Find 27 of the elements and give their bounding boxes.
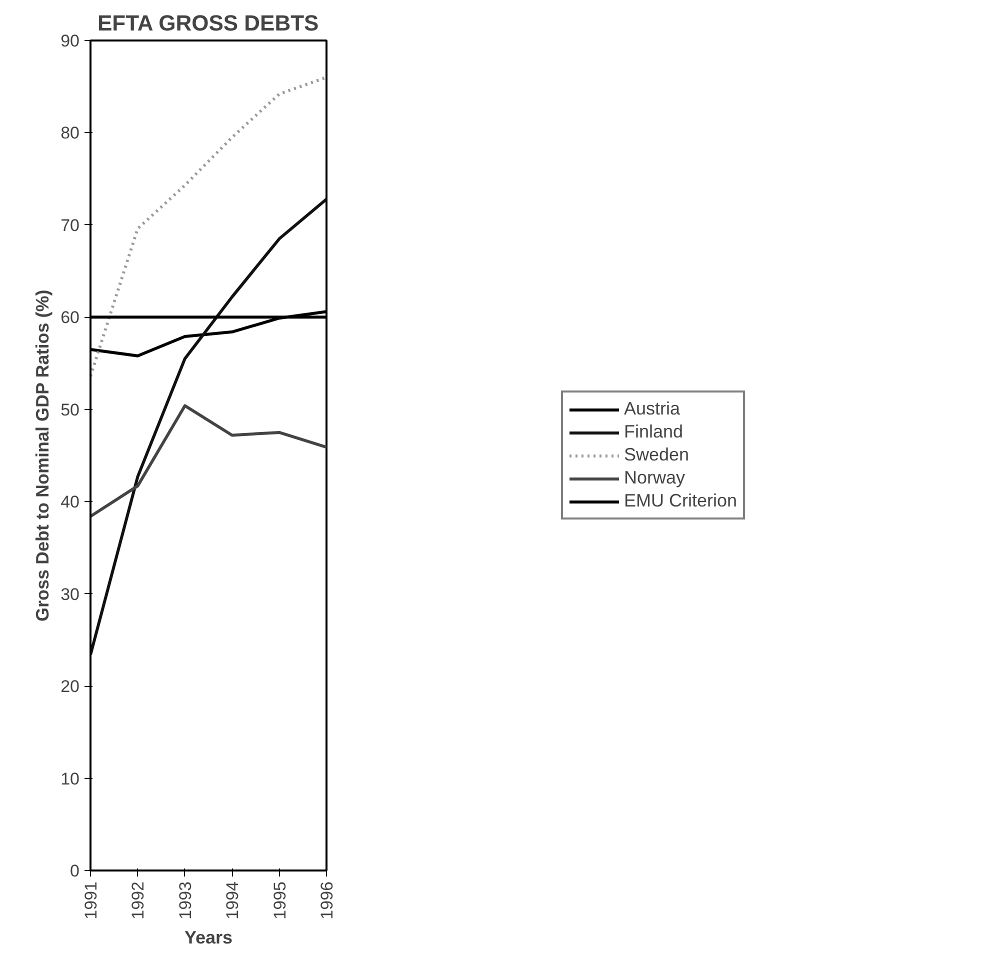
legend-label: Norway xyxy=(624,468,685,488)
legend-label: EMU Criterion xyxy=(624,490,738,512)
x-axis-title: Years xyxy=(184,927,233,948)
line-series xyxy=(90,404,326,518)
y-tick-label: 50 xyxy=(60,400,80,420)
x-tick-label: 1994 xyxy=(223,881,242,920)
y-axis-title: Gross Debt to Nominal GDP Ratios (%) xyxy=(32,290,53,622)
legend-label: Sweden xyxy=(624,444,690,466)
y-tick-label: 0 xyxy=(70,862,80,880)
line-series xyxy=(90,76,326,378)
x-tick-label: 1996 xyxy=(318,881,336,920)
legend-label: Finland xyxy=(624,422,684,442)
y-tick-label: 70 xyxy=(60,216,80,235)
y-tick-label: 30 xyxy=(60,584,80,604)
y-tick-label: 10 xyxy=(60,769,80,788)
line-series xyxy=(90,198,326,656)
y-tick-label: 20 xyxy=(60,677,80,696)
x-tick-label: 1992 xyxy=(128,881,148,920)
x-tick-label: 1995 xyxy=(270,881,290,920)
x-tick-label: 1991 xyxy=(82,881,100,920)
legend-label: Austria xyxy=(624,398,680,420)
chart-title: EFTA GROSS DEBTS xyxy=(97,10,319,36)
y-tick-label: 60 xyxy=(60,308,80,328)
y-tick-label: 80 xyxy=(60,124,80,143)
x-tick-label: 1993 xyxy=(176,881,195,920)
y-tick-label: 40 xyxy=(60,492,80,512)
y-tick-label: 90 xyxy=(60,32,80,50)
